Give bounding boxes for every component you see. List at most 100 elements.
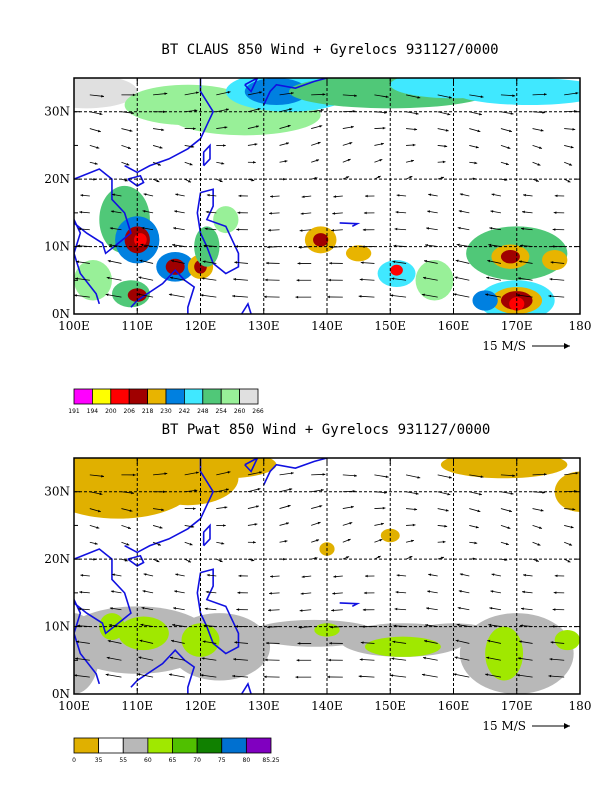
- wind-arrow-head: [164, 92, 168, 95]
- wind-arrow-head: [301, 195, 305, 199]
- wind-arrow-head: [297, 642, 301, 645]
- wind-arrow-head: [523, 573, 526, 577]
- colorbar-swatch: [73, 388, 93, 405]
- coastline: [240, 681, 252, 694]
- colorbar-label: 60: [144, 757, 152, 764]
- wind-arrow-head: [507, 526, 511, 529]
- wind-arrow-head: [175, 573, 179, 576]
- wind-arrow-head: [552, 228, 556, 231]
- chart2-plot: 100E 110E 120E 130E 140E 150E 160E 170E 180 0N 10N…: [44, 457, 591, 733]
- y-tick-label: 10N: [44, 620, 70, 634]
- wind-arrow-head: [522, 590, 525, 594]
- wind-arrow-head: [489, 226, 493, 230]
- wind-arrow-head: [549, 277, 553, 281]
- wind-arrow-head: [333, 195, 337, 198]
- wind-arrow-head: [203, 624, 207, 627]
- wind-arrow-head: [139, 259, 143, 263]
- wind-arrow-head: [414, 508, 418, 511]
- wind-arrow-head: [169, 276, 173, 280]
- wind-arrow-head: [298, 626, 302, 629]
- wind-arrow-head: [253, 541, 256, 544]
- wind-arrow-head: [521, 607, 524, 611]
- wind-arrow-head: [269, 212, 272, 215]
- wind-arrow-head: [385, 95, 389, 99]
- wind-arrow-head: [317, 521, 321, 525]
- wind-arrow-head: [194, 489, 198, 492]
- wind-arrow-head: [226, 488, 229, 491]
- wind-arrow-head: [137, 293, 141, 296]
- wind-arrow-head: [428, 193, 432, 197]
- colorbar-label: 242: [179, 408, 191, 415]
- wind-arrow-head: [392, 640, 396, 644]
- wind-arrow-head: [132, 473, 136, 477]
- wind-arrow-head: [289, 108, 293, 111]
- wind-arrow-head: [268, 608, 271, 612]
- wind-arrow-head: [512, 94, 516, 97]
- wind-arrow-head: [548, 294, 552, 298]
- wind-arrow-head: [236, 228, 240, 231]
- wind-arrow-head: [472, 557, 476, 561]
- y-tick-label: 20N: [44, 172, 70, 186]
- wind-arrow-head: [575, 91, 579, 95]
- wind-arrow-head: [201, 657, 205, 660]
- wind-arrow-head: [569, 543, 573, 546]
- field-blob: [244, 78, 309, 105]
- wind-arrow-head: [97, 509, 101, 513]
- wind-arrow-head: [270, 195, 273, 198]
- field-blob: [485, 626, 524, 681]
- wind-arrow-head: [442, 540, 446, 544]
- wind-arrow-head: [223, 144, 226, 147]
- wind-arrow-head: [263, 675, 267, 679]
- wind-arrow-head: [510, 112, 514, 115]
- coastline: [196, 188, 240, 275]
- wind-arrow-head: [142, 210, 146, 213]
- wind-arrow-head: [510, 492, 514, 495]
- wind-arrow-head: [110, 590, 114, 593]
- wind-arrow-head: [266, 625, 270, 629]
- wind-arrow-head: [172, 243, 175, 247]
- wind-arrow-head: [202, 260, 206, 263]
- wind-arrow-head: [295, 295, 299, 299]
- wind-arrow-head: [78, 227, 82, 231]
- wind-arrow-head: [360, 261, 364, 264]
- chart1-colorbar: 191 194 200 206 218 230 242 248 254 260 266: [68, 388, 264, 415]
- wind-arrow-head: [171, 259, 174, 263]
- wind-arrow-head: [251, 558, 255, 562]
- wind-arrow-head: [173, 226, 177, 230]
- wind-arrow-head: [424, 639, 427, 643]
- wind-arrow-head: [409, 176, 413, 179]
- colorbar-swatch: [245, 737, 272, 754]
- colorbar-label: 75: [218, 757, 226, 764]
- coastline: [130, 649, 196, 694]
- wind-arrow-head: [426, 607, 429, 610]
- wind-arrow-head: [396, 574, 400, 577]
- wind-arrow-head: [299, 229, 303, 232]
- wind-arrow-head: [553, 591, 557, 595]
- wind-arrow-head: [448, 476, 452, 479]
- wind-arrow-head: [80, 574, 84, 577]
- wind-arrow-head: [354, 94, 357, 97]
- wind-arrow-head: [298, 246, 302, 249]
- wind-arrow-head: [347, 158, 351, 162]
- wind-arrow-head: [195, 471, 199, 475]
- wind-arrow-head: [542, 111, 546, 114]
- wind-arrow-head: [126, 542, 130, 546]
- wind-arrow-head: [290, 91, 294, 95]
- wind-arrow-head: [395, 590, 399, 594]
- wind-arrow-head: [518, 260, 522, 263]
- colorbar-label: 35: [95, 757, 103, 764]
- x-tick-label: 140E: [311, 699, 343, 713]
- wind-arrow-head: [382, 126, 386, 130]
- reference-vector-label: 15 M/S: [482, 719, 526, 733]
- wind-arrow-head: [457, 606, 461, 610]
- wind-arrow-head: [417, 476, 421, 479]
- coastline: [244, 78, 259, 93]
- wind-arrow-head: [322, 93, 326, 96]
- wind-arrow-head: [187, 179, 191, 183]
- wind-arrow-head: [458, 210, 462, 213]
- wind-arrow-head: [485, 293, 489, 296]
- colorbar-label: 260: [234, 408, 246, 415]
- colorbar-label: 80: [243, 757, 251, 764]
- x-tick-label: 130E: [248, 699, 280, 713]
- wind-arrow-head: [522, 210, 525, 214]
